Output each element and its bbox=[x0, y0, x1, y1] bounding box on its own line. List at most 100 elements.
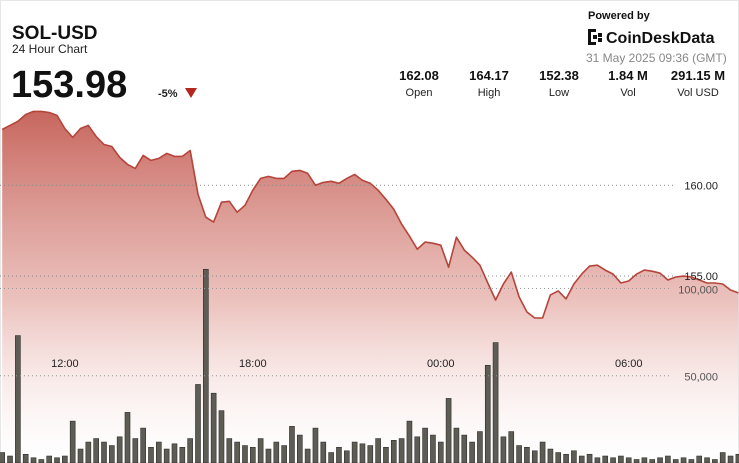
line-layer bbox=[1, 110, 739, 319]
x-tick-label: 18:00 bbox=[239, 358, 267, 370]
volume-bar bbox=[524, 446, 530, 463]
volume-bar bbox=[461, 434, 468, 463]
area-layer bbox=[2, 111, 739, 463]
timestamp: 31 May 2025 09:36 (GMT) bbox=[586, 51, 727, 65]
volume-bar bbox=[586, 453, 593, 463]
volume-bar bbox=[688, 459, 695, 463]
volume-bar bbox=[22, 453, 29, 463]
volume-bar bbox=[343, 450, 350, 463]
volume-bar bbox=[492, 342, 499, 463]
stat-value: 164.17 bbox=[469, 68, 509, 83]
volume-bar bbox=[273, 441, 280, 463]
volume-bar bbox=[406, 420, 413, 463]
volume-bar bbox=[304, 448, 311, 463]
stat-label: Low bbox=[549, 87, 569, 99]
volume-bar bbox=[226, 438, 233, 463]
volume-bar bbox=[719, 452, 726, 463]
price-line bbox=[1, 110, 739, 319]
volume-bar bbox=[62, 455, 68, 463]
volume-bar bbox=[312, 427, 319, 463]
volume-bar bbox=[641, 457, 648, 463]
volume-bar bbox=[101, 441, 107, 463]
subtitle: 24 Hour Chart bbox=[12, 42, 88, 56]
volume-bar bbox=[93, 438, 99, 463]
stat-label: High bbox=[478, 87, 501, 99]
volume-bar bbox=[539, 441, 546, 463]
stat-value: 152.38 bbox=[539, 68, 579, 83]
powered-by: Powered by bbox=[588, 10, 651, 22]
price-area bbox=[2, 111, 739, 463]
volume-bar bbox=[469, 441, 475, 463]
volume-bar bbox=[422, 427, 428, 463]
volume-bar bbox=[148, 446, 154, 463]
volume-bar bbox=[727, 455, 734, 463]
volume-bar bbox=[633, 459, 640, 463]
volume-bar bbox=[649, 459, 656, 463]
plot: 155.00 160.00 50,000 100,000 12:00 18:00 00:00… bbox=[0, 110, 739, 463]
volume-bar bbox=[516, 445, 522, 463]
volume-bar bbox=[610, 457, 616, 463]
volume-bar bbox=[383, 446, 389, 463]
volume-bar bbox=[594, 457, 601, 463]
volume-bar bbox=[320, 441, 327, 463]
stat-label: Vol bbox=[620, 87, 635, 99]
volume-bar bbox=[54, 457, 60, 463]
stat-value: 291.15 M bbox=[671, 68, 725, 83]
volume-bar bbox=[445, 398, 452, 463]
volume-bar bbox=[618, 455, 624, 463]
volume-bar bbox=[735, 453, 739, 463]
volume-bar bbox=[665, 455, 671, 463]
volume-bar bbox=[132, 438, 139, 463]
volume-bar bbox=[375, 438, 381, 463]
volume-bar bbox=[171, 443, 178, 463]
x-tick-label: 00:00 bbox=[427, 358, 455, 370]
volume-bar bbox=[46, 455, 52, 463]
volume-bar bbox=[704, 457, 710, 463]
volume-bar bbox=[77, 448, 84, 463]
volume-bar bbox=[163, 448, 170, 463]
volume-bar bbox=[0, 452, 5, 463]
volume-bar bbox=[234, 441, 240, 463]
stat-value: 162.08 bbox=[399, 68, 439, 83]
y-tick-label: 160.00 bbox=[684, 180, 718, 192]
volume-bar bbox=[414, 436, 421, 463]
y-tick-label: 155.00 bbox=[684, 271, 718, 283]
volume-bar bbox=[30, 457, 37, 463]
volume-bar bbox=[672, 459, 679, 463]
volume-bar bbox=[250, 446, 256, 463]
bar-layer bbox=[0, 268, 739, 463]
volume-bar bbox=[602, 455, 609, 463]
volume-bar bbox=[7, 455, 13, 463]
volume-bar bbox=[69, 420, 76, 463]
volume-bar bbox=[218, 410, 225, 463]
volume-bar bbox=[563, 453, 569, 463]
volume-bar bbox=[156, 441, 162, 463]
label-layer: 155.00 160.00 50,000 100,000 12:00 18:00 00:00… bbox=[51, 180, 718, 383]
volume-bar bbox=[195, 384, 201, 463]
volume-bar bbox=[453, 427, 460, 463]
down-arrow bbox=[185, 88, 197, 98]
volume-bar bbox=[140, 427, 146, 463]
volume-bar bbox=[547, 448, 554, 463]
volume-bar bbox=[712, 459, 718, 463]
grid-layer bbox=[0, 184, 676, 377]
volume-bar bbox=[625, 457, 632, 463]
stat-value: 1.84 M bbox=[608, 68, 648, 83]
volume-bar bbox=[657, 457, 663, 463]
brand: CoinDeskData bbox=[606, 30, 715, 47]
volume-bar bbox=[336, 446, 342, 463]
volume-bar bbox=[477, 431, 483, 463]
price: 153.98 bbox=[11, 64, 127, 106]
volume-bar bbox=[257, 438, 264, 463]
x-tick-label: 06:00 bbox=[615, 358, 643, 370]
volume-bar bbox=[242, 445, 248, 463]
volume-bar bbox=[328, 452, 334, 463]
volume-bar bbox=[359, 443, 366, 463]
stat-label: Open bbox=[406, 87, 433, 99]
header: SOL-USD 24 Hour Chart 153.98 -5% Powered… bbox=[11, 10, 727, 106]
volume-bar bbox=[484, 364, 491, 463]
y2-tick-label: 50,000 bbox=[684, 372, 718, 384]
volume-bar bbox=[15, 335, 21, 463]
